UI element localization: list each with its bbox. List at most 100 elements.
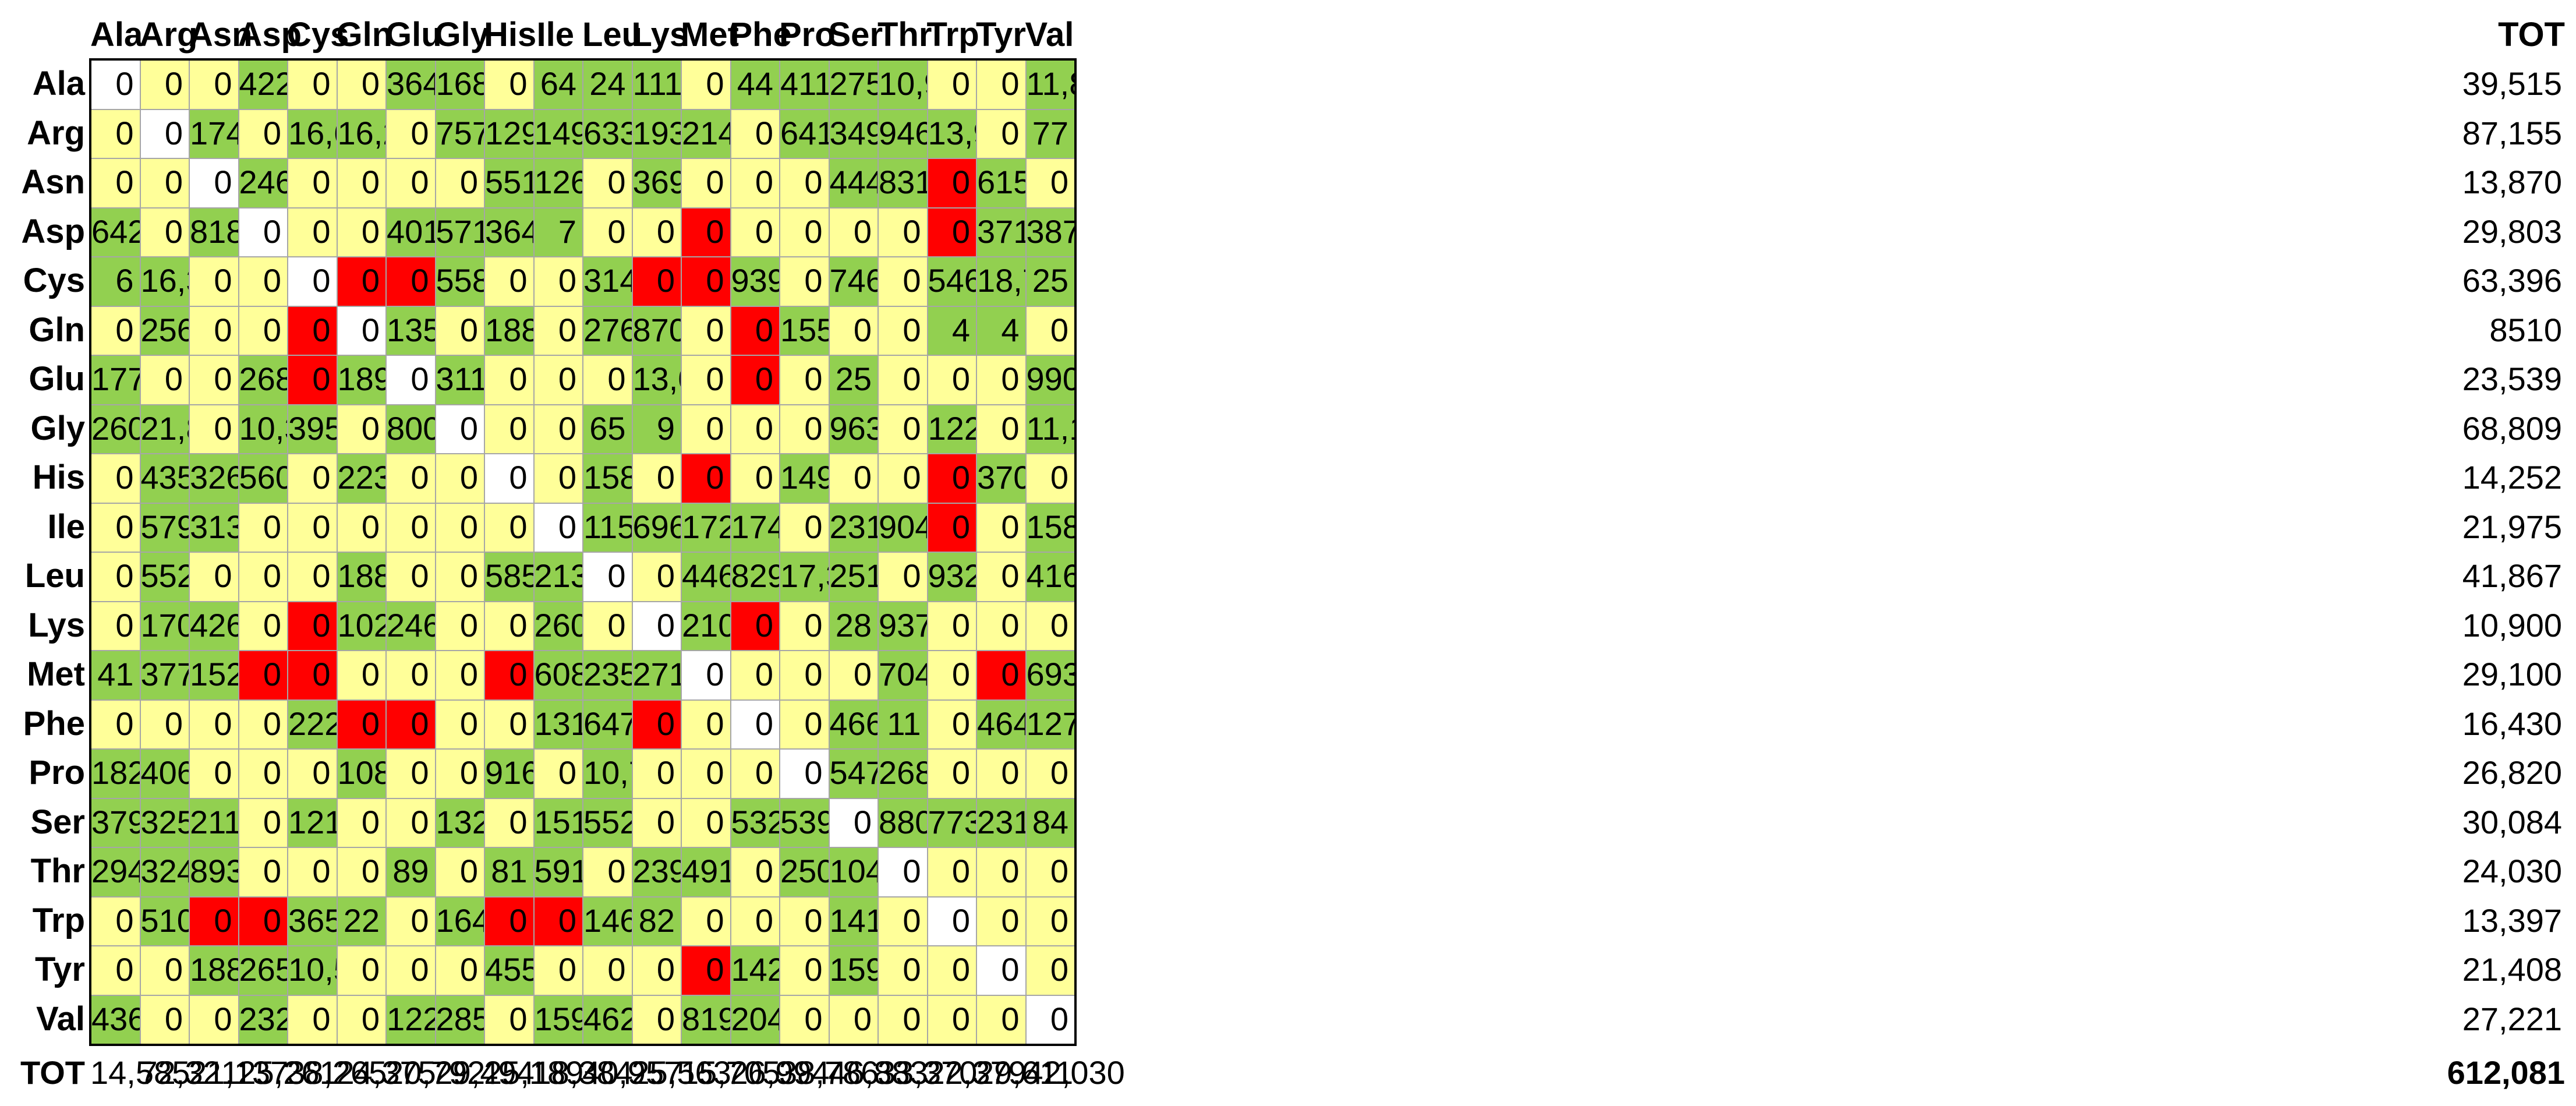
cell-thr-lys: 2395 (631, 847, 682, 897)
cell-pro-gly: 0 (434, 748, 485, 799)
cell-ile-lys: 696 (631, 502, 682, 553)
cell-asp-ala: 642 (90, 207, 141, 257)
cell-his-tyr: 3705 (976, 453, 1027, 504)
cell-thr-ser: 1043 (828, 847, 879, 897)
cell-met-asn: 152 (189, 650, 239, 701)
cell-met-asp: 0 (238, 650, 288, 701)
cell-his-pro: 1490 (779, 453, 830, 504)
cell-tyr-trp: 0 (926, 945, 977, 996)
cell-cys-val: 25 (1025, 256, 1075, 307)
row-label-met: Met (27, 655, 85, 693)
cell-met-lys: 2711 (631, 650, 682, 701)
cell-tyr-val: 0 (1025, 945, 1075, 996)
cell-thr-asp: 0 (238, 847, 288, 897)
cell-his-lys: 0 (631, 453, 682, 504)
column-header-glu: Glu (385, 16, 442, 54)
cell-his-arg: 4351 (139, 453, 190, 504)
cell-pro-gln: 1083 (336, 748, 387, 799)
row-total-his: 14,252 (2462, 459, 2562, 496)
row-total-val: 27,221 (2462, 1000, 2562, 1037)
cell-arg-met: 214 (681, 108, 731, 159)
cell-ser-asn: 2114 (189, 797, 239, 848)
cell-asp-met: 0 (681, 207, 731, 257)
row-label-arg: Arg (27, 114, 85, 152)
cell-ser-met: 0 (681, 797, 731, 848)
column-header-cys: Cys (287, 16, 349, 54)
cell-trp-ser: 1418 (828, 896, 879, 946)
cell-leu-tyr: 0 (976, 552, 1027, 602)
column-total-gln: 24,375 (336, 1054, 436, 1091)
cell-his-asp: 560 (238, 453, 288, 504)
cell-ser-cys: 1211 (287, 797, 338, 848)
cell-phe-ala: 0 (90, 699, 141, 750)
column-header-leu: Leu (582, 16, 643, 54)
row-label-cys: Cys (23, 262, 85, 299)
cell-asp-trp: 0 (926, 207, 977, 257)
cell-asn-ala: 0 (90, 158, 141, 209)
cell-pro-glu: 0 (385, 748, 436, 799)
cell-trp-gln: 22 (336, 896, 387, 946)
cell-asn-ser: 4446 (828, 158, 879, 209)
row-label-ile: Ile (47, 507, 86, 546)
cell-val-asn: 0 (189, 994, 239, 1045)
cell-asp-asn: 8189 (189, 207, 239, 257)
cell-gln-arg: 2562 (139, 305, 190, 356)
cell-leu-thr: 0 (877, 552, 928, 602)
column-header-arg: Arg (139, 16, 198, 54)
column-header-phe: Phe (730, 16, 792, 54)
row-label-gly: Gly (30, 409, 86, 447)
cell-lys-val: 0 (1025, 600, 1075, 651)
cell-asp-arg: 0 (139, 207, 190, 257)
column-header-met: Met (681, 16, 739, 54)
cell-gln-asn: 0 (189, 305, 239, 356)
row-label-asp: Asp (21, 212, 85, 250)
cell-tyr-met: 0 (681, 945, 731, 996)
cell-leu-his: 585 (484, 552, 535, 602)
cell-met-cys: 0 (287, 650, 338, 701)
cell-ile-trp: 0 (926, 502, 977, 553)
cell-gln-lys: 870 (631, 305, 682, 356)
cell-pro-tyr: 0 (976, 748, 1027, 799)
cell-gln-thr: 0 (877, 305, 928, 356)
cell-pro-leu: 10,764 (582, 748, 633, 799)
cell-met-glu: 0 (385, 650, 436, 701)
cell-tyr-leu: 0 (582, 945, 633, 996)
cell-leu-leu: 0 (582, 552, 633, 602)
cell-glu-pro: 0 (779, 355, 830, 405)
cell-phe-arg: 0 (139, 699, 190, 750)
cell-leu-cys: 0 (287, 552, 338, 602)
cell-his-ile: 0 (533, 453, 583, 504)
cell-his-asn: 326 (189, 453, 239, 504)
cell-leu-ala: 0 (90, 552, 141, 602)
cell-his-leu: 1587 (582, 453, 633, 504)
cell-met-ser: 0 (828, 650, 879, 701)
cell-ala-ala: 0 (90, 59, 141, 110)
cell-gly-ser: 9637 (828, 404, 879, 454)
cell-val-ala: 4363 (90, 994, 141, 1045)
cell-ser-thr: 880 (877, 797, 928, 848)
cell-his-ser: 0 (828, 453, 879, 504)
cell-ile-gln: 0 (336, 502, 387, 553)
cell-trp-asp: 0 (238, 896, 288, 946)
cell-ala-asn: 0 (189, 59, 239, 110)
cell-val-lys: 0 (631, 994, 682, 1045)
column-total-gly: 29,494 (434, 1054, 535, 1091)
row-total-gln: 8510 (2489, 311, 2562, 348)
cell-arg-gly: 7570 (434, 108, 485, 159)
column-total-pro: 38,786 (779, 1054, 879, 1091)
cell-trp-ile: 0 (533, 896, 583, 946)
cell-asn-thr: 831 (877, 158, 928, 209)
cell-lys-pro: 0 (779, 600, 830, 651)
cell-glu-val: 990 (1025, 355, 1075, 405)
cell-leu-glu: 0 (385, 552, 436, 602)
cell-pro-cys: 0 (287, 748, 338, 799)
cell-ala-cys: 0 (287, 59, 338, 110)
cell-met-met: 0 (681, 650, 731, 701)
cell-asn-phe: 0 (730, 158, 780, 209)
cell-ile-met: 1724 (681, 502, 731, 553)
cell-thr-ile: 5911 (533, 847, 583, 897)
cell-trp-gly: 1648 (434, 896, 485, 946)
cell-leu-gln: 1880 (336, 552, 387, 602)
